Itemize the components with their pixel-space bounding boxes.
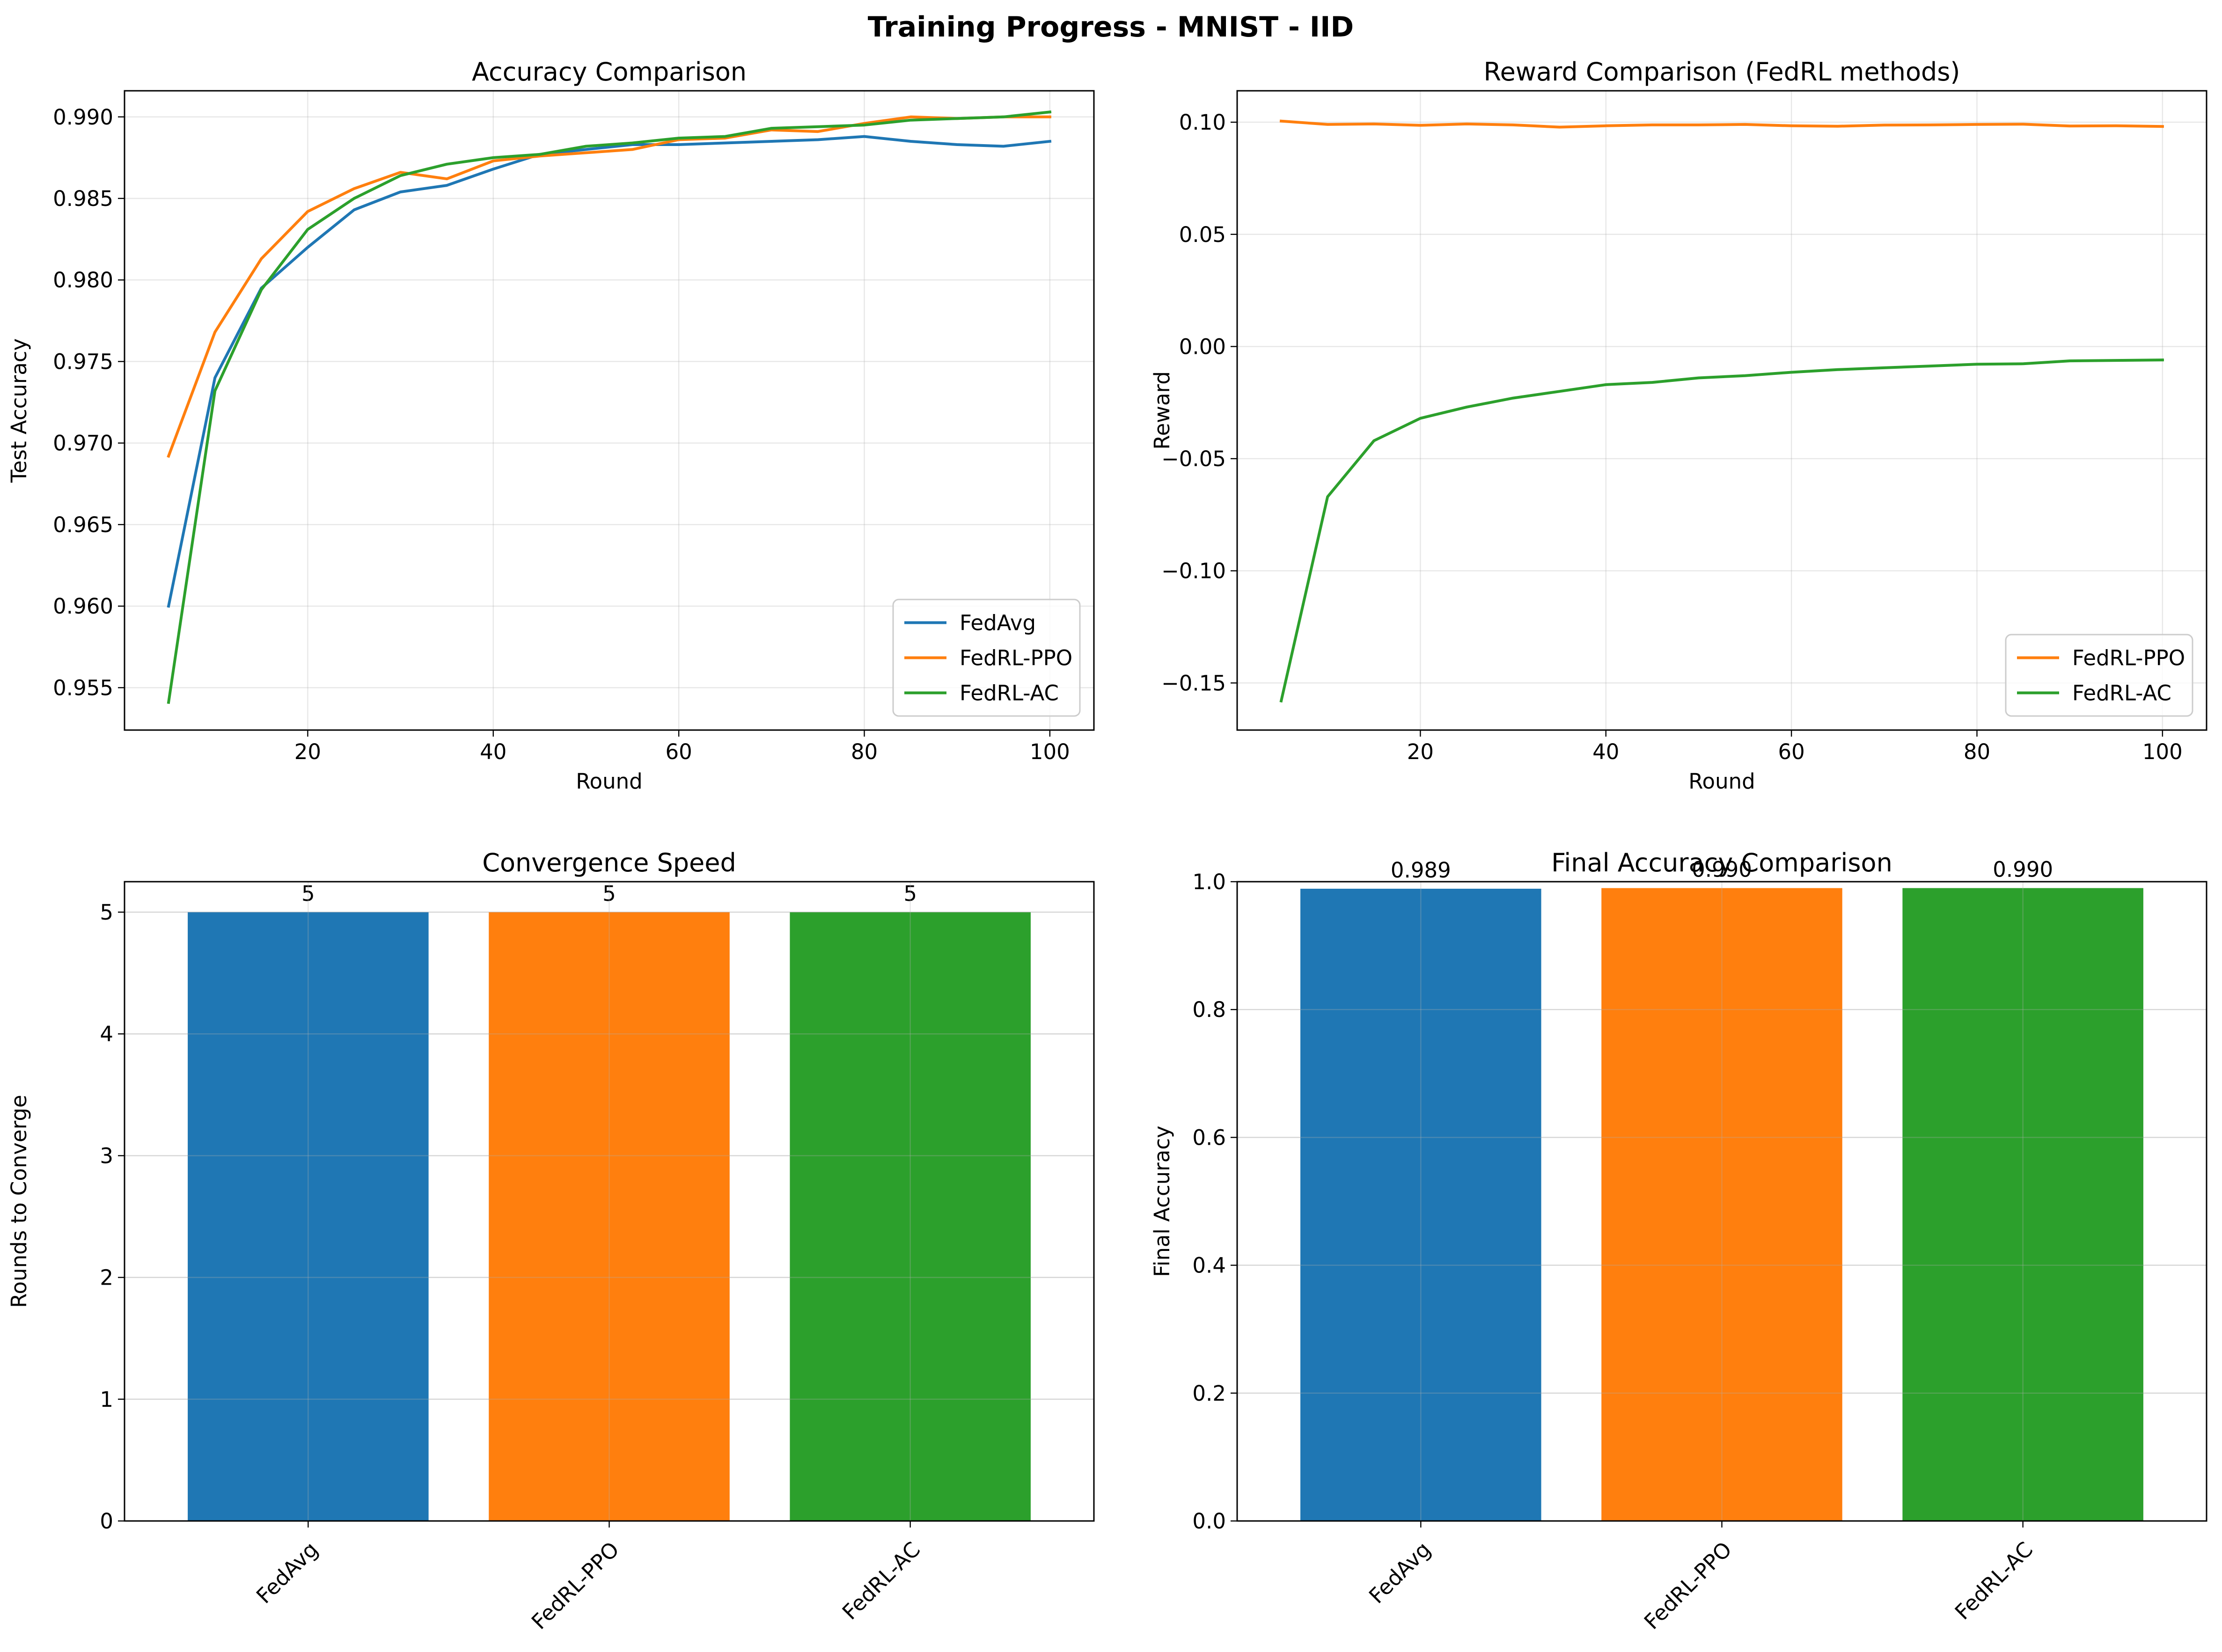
reward-y-tick-label: 0.00	[1179, 334, 1226, 359]
reward-chart-ylabel: Reward	[1150, 371, 1174, 450]
reward-x-tick-label: 100	[2142, 739, 2183, 764]
reward-legend-label-fedrl-ac: FedRL-AC	[2072, 681, 2171, 706]
accuracy-x-tick-label: 60	[666, 739, 692, 764]
reward-y-tick-label: −0.15	[1161, 671, 1226, 695]
final-accuracy-y-tick-label: 0.6	[1192, 1125, 1226, 1150]
reward-x-tick-label: 60	[1778, 739, 1805, 764]
reward-y-tick-label: 0.10	[1179, 110, 1226, 135]
convergence-axes-frame	[124, 881, 1095, 1522]
accuracy-x-tick-label: 40	[480, 739, 506, 764]
final-accuracy-bar-value-label: 0.990	[1993, 857, 2053, 882]
convergence-y-tick-label: 2	[100, 1265, 113, 1290]
convergence-bar-value-label: 5	[903, 881, 917, 906]
final-accuracy-y-tick-label: 0.2	[1192, 1381, 1226, 1406]
accuracy-series-fedavg	[167, 135, 1052, 608]
convergence-y-tick-label: 3	[100, 1143, 113, 1168]
accuracy-y-tick-label: 0.965	[53, 512, 113, 537]
accuracy-y-tick-label: 0.955	[53, 675, 113, 700]
reward-x-tick-label: 40	[1592, 739, 1619, 764]
accuracy-x-tick-label: 20	[294, 739, 321, 764]
reward-y-tick-label: 0.05	[1179, 222, 1226, 247]
convergence-bar-fedrl-ppo	[489, 912, 730, 1521]
convergence-chart-ylabel: Rounds to Converge	[7, 1095, 31, 1308]
reward-axes-frame	[1236, 90, 2207, 731]
final-accuracy-y-tick-label: 0.8	[1192, 997, 1226, 1022]
accuracy-y-tick-label: 0.970	[53, 431, 113, 456]
reward-legend-box	[2005, 634, 2193, 717]
accuracy-y-tick-label: 0.980	[53, 268, 113, 292]
accuracy-y-tick-label: 0.990	[53, 105, 113, 130]
convergence-bar-value-label: 5	[602, 881, 616, 906]
accuracy-y-tick-label: 0.985	[53, 186, 113, 211]
reward-comparison-chart: 20 40 60 80 100 −0.15 −0.10 −0.05 0.00 0.05 0.10 F…	[1150, 57, 2207, 794]
final-accuracy-chart: 0.989 0.990 0.990 0.00.20.40.60.81.0FedAvg…	[1150, 848, 2207, 1634]
final-accuracy-chart-title: Final Accuracy Comparison	[1551, 848, 1892, 877]
convergence-y-tick-label: 4	[100, 1022, 113, 1046]
final-accuracy-y-tick-label: 1.0	[1192, 870, 1226, 894]
convergence-bar-fedavg	[188, 912, 429, 1521]
convergence-bar-value-label: 5	[301, 881, 315, 906]
convergence-chart-title: Convergence Speed	[482, 848, 736, 877]
accuracy-x-tick-label: 100	[1030, 739, 1070, 764]
accuracy-series-fedrl-ac	[167, 110, 1052, 704]
accuracy-comparison-chart: 20 40 60 80 100 0.955 0.960 0.965 0.970 0.975 0.98…	[7, 57, 1095, 794]
reward-chart-title: Reward Comparison (FedRL methods)	[1484, 57, 1960, 87]
figure-suptitle: Training Progress - MNIST - IID	[868, 11, 1354, 44]
final-accuracy-bar-fedrl-ppo	[1601, 888, 1842, 1521]
final-accuracy-bar-fedrl-ac	[1902, 888, 2143, 1521]
reward-y-tick-label: −0.10	[1161, 559, 1226, 584]
accuracy-x-tick-label: 80	[851, 739, 878, 764]
final-accuracy-y-tick-label: 0.0	[1192, 1509, 1226, 1534]
accuracy-series-fedrl-ppo	[167, 115, 1051, 458]
final-accuracy-chart-ylabel: Final Accuracy	[1150, 1126, 1174, 1277]
accuracy-legend-label-fedrl-ppo: FedRL-PPO	[960, 646, 1072, 671]
accuracy-axes-frame	[124, 90, 1095, 731]
reward-series-fedrl-ppo	[1279, 119, 2164, 129]
accuracy-y-tick-label: 0.975	[53, 349, 113, 374]
convergence-y-tick-label: 0	[100, 1509, 113, 1534]
accuracy-y-tick-label: 0.960	[53, 594, 113, 619]
final-accuracy-bar-fedavg	[1300, 889, 1541, 1521]
convergence-y-tick-label: 1	[100, 1387, 113, 1412]
reward-chart-xlabel: Round	[1688, 769, 1755, 794]
convergence-bar-fedrl-ac	[790, 912, 1031, 1521]
reward-x-tick-label: 80	[1964, 739, 1990, 764]
reward-y-tick-label: −0.05	[1161, 446, 1226, 471]
accuracy-legend-box	[892, 599, 1081, 717]
accuracy-chart-ylabel: Test Accuracy	[7, 338, 31, 483]
accuracy-legend-label-fedrl-ac: FedRL-AC	[960, 681, 1059, 706]
final-accuracy-bar-value-label: 0.989	[1391, 858, 1451, 883]
accuracy-chart-xlabel: Round	[576, 769, 642, 794]
accuracy-legend-label-fedavg: FedAvg	[960, 611, 1036, 636]
reward-series-fedrl-ac	[1279, 358, 2164, 703]
accuracy-chart-title: Accuracy Comparison	[472, 57, 747, 87]
final-accuracy-y-tick-label: 0.4	[1192, 1253, 1226, 1278]
reward-legend-label-fedrl-ppo: FedRL-PPO	[2072, 646, 2185, 671]
final-accuracy-bar-value-label: 0.990	[1692, 857, 1752, 882]
final-accuracy-axes-frame	[1236, 881, 2207, 1522]
reward-x-tick-label: 20	[1407, 739, 1434, 764]
convergence-y-tick-label: 5	[100, 900, 113, 925]
